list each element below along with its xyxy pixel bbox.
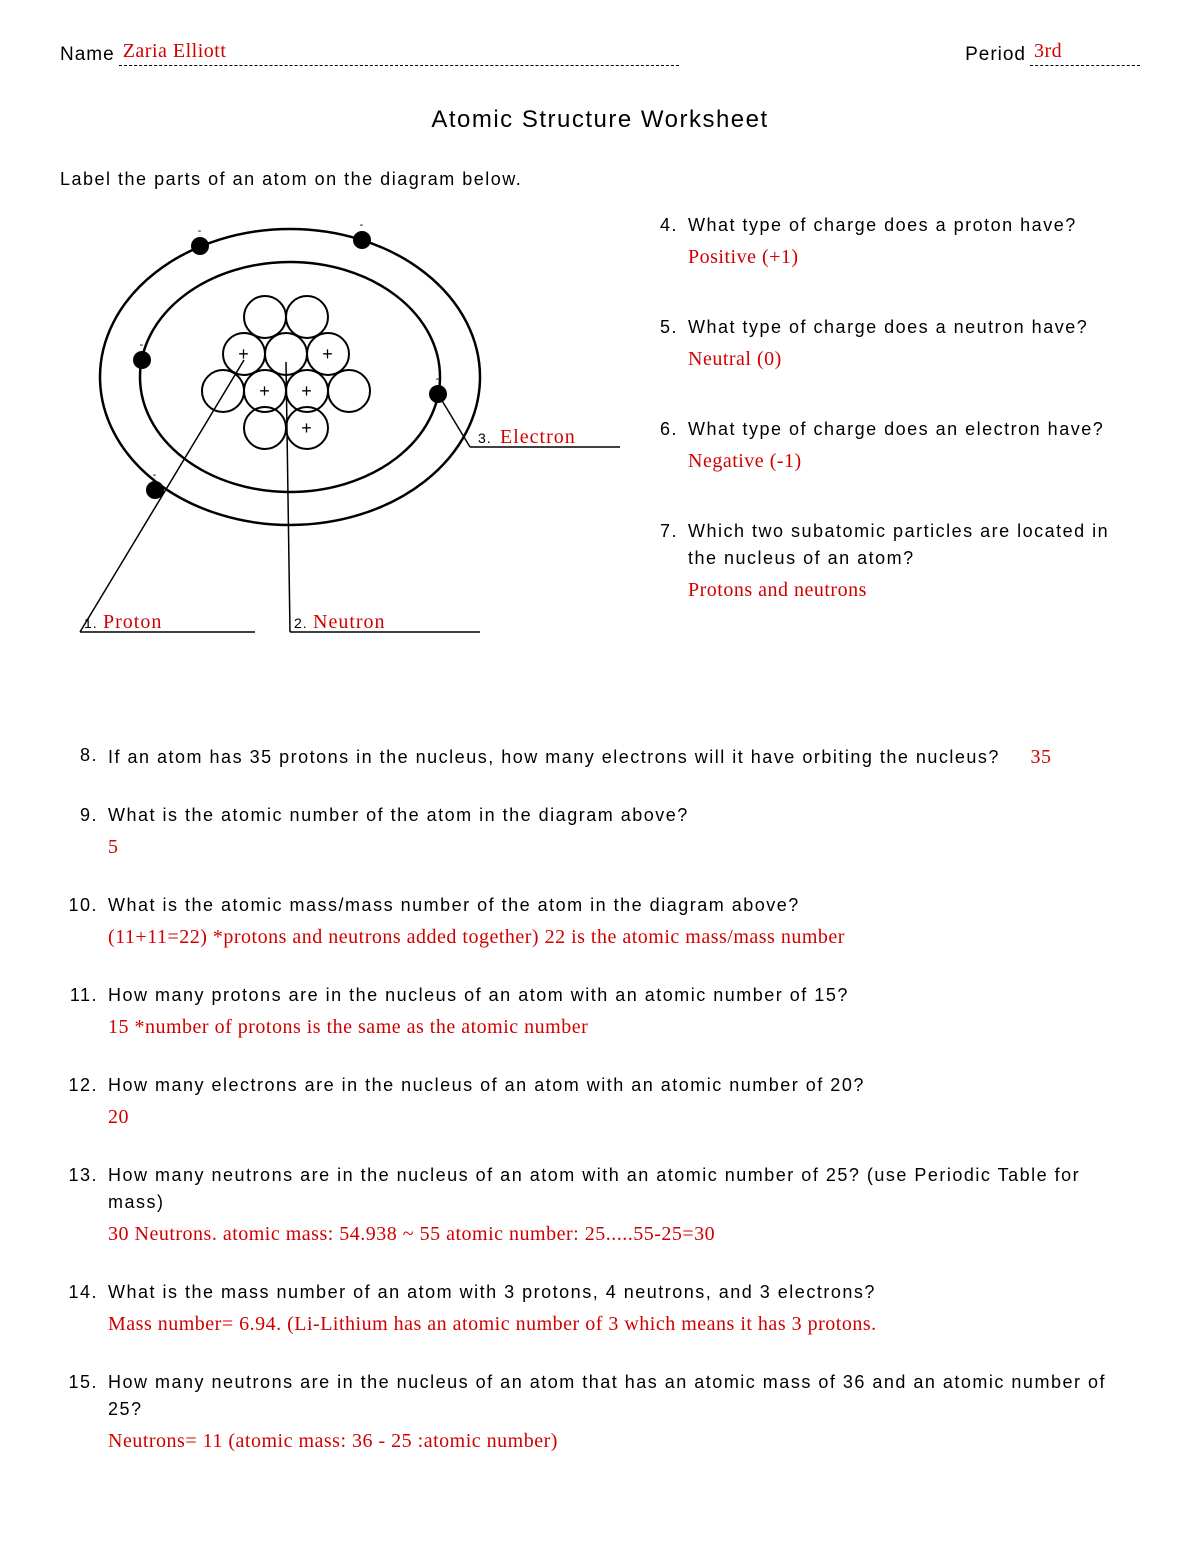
name-label: Name (60, 44, 115, 66)
q-answer: 35 (1030, 742, 1051, 772)
period-value-line: 3rd (1030, 40, 1140, 66)
q-num: 4. (650, 212, 688, 272)
svg-text:+: + (301, 418, 313, 438)
question-13: 13. How many neutrons are in the nucleus… (60, 1162, 1140, 1249)
q-num: 6. (650, 416, 688, 476)
svg-text:+: + (301, 381, 313, 401)
q-num: 13. (60, 1162, 108, 1249)
q-answer: Positive (+1) (688, 242, 1140, 272)
question-8: 8. If an atom has 35 protons in the nucl… (60, 742, 1140, 772)
q-text: What type of charge does a proton have? (688, 212, 1140, 239)
svg-text:-: - (153, 469, 158, 481)
q-answer: Mass number= 6.94. (Li-Lithium has an at… (108, 1309, 1140, 1339)
upper-section: - - - - - + + (60, 202, 1140, 687)
question-7: 7. Which two subatomic particles are loc… (650, 518, 1140, 605)
right-questions: 4. What type of charge does a proton hav… (650, 202, 1140, 687)
q-answer: (11+11=22) *protons and neutrons added t… (108, 922, 1140, 952)
q-answer: Neutral (0) (688, 344, 1140, 374)
svg-text:-: - (140, 339, 145, 351)
q-num: 15. (60, 1369, 108, 1456)
svg-text:-: - (198, 225, 203, 237)
q-text: What is the mass number of an atom with … (108, 1279, 1140, 1306)
q-text: How many neutrons are in the nucleus of … (108, 1162, 1140, 1216)
q-answer: Neutrons= 11 (atomic mass: 36 - 25 :atom… (108, 1426, 1140, 1456)
q-num: 14. (60, 1279, 108, 1339)
q-num: 8. (60, 742, 108, 772)
q-text: What type of charge does an electron hav… (688, 416, 1140, 443)
q-num: 7. (650, 518, 688, 605)
header-row: Name Zaria Elliott Period 3rd (60, 40, 1140, 66)
q-num: 9. (60, 802, 108, 862)
question-14: 14. What is the mass number of an atom w… (60, 1279, 1140, 1339)
q-answer: Protons and neutrons (688, 575, 1140, 605)
question-15: 15. How many neutrons are in the nucleus… (60, 1369, 1140, 1456)
period-value: 3rd (1034, 40, 1062, 62)
q-num: 12. (60, 1072, 108, 1132)
svg-text:-: - (436, 373, 441, 385)
label1-num: 1. (84, 615, 98, 631)
name-value: Zaria Elliott (123, 40, 227, 62)
q-answer: Negative (-1) (688, 446, 1140, 476)
q-num: 10. (60, 892, 108, 952)
q-answer: 15 *number of protons is the same as the… (108, 1012, 1140, 1042)
question-4: 4. What type of charge does a proton hav… (650, 212, 1140, 272)
worksheet-title: Atomic Structure Worksheet (60, 106, 1140, 134)
question-11: 11. How many protons are in the nucleus … (60, 982, 1140, 1042)
q-text: Which two subatomic particles are locate… (688, 518, 1140, 572)
q-text: What is the atomic number of the atom in… (108, 802, 1140, 829)
q-answer: 30 Neutrons. atomic mass: 54.938 ~ 55 at… (108, 1219, 1140, 1249)
svg-text:-: - (360, 219, 365, 231)
lower-questions: 8. If an atom has 35 protons in the nucl… (60, 742, 1140, 1456)
name-field-group: Name Zaria Elliott (60, 40, 679, 66)
period-label: Period (965, 44, 1026, 66)
label3-num: 3. (478, 430, 492, 446)
svg-text:+: + (322, 344, 334, 364)
atom-diagram-svg: - - - - - + + (60, 202, 620, 682)
label2-num: 2. (294, 615, 308, 631)
question-5: 5. What type of charge does a neutron ha… (650, 314, 1140, 374)
q-answer: 20 (108, 1102, 1140, 1132)
q-text: How many protons are in the nucleus of a… (108, 982, 1140, 1009)
q-text: How many neutrons are in the nucleus of … (108, 1369, 1140, 1423)
q-text: If an atom has 35 protons in the nucleus… (108, 747, 1000, 767)
q-text: How many electrons are in the nucleus of… (108, 1072, 1140, 1099)
question-6: 6. What type of charge does an electron … (650, 416, 1140, 476)
period-field-group: Period 3rd (965, 40, 1140, 66)
atom-diagram: - - - - - + + (60, 202, 620, 687)
q-answer: 5 (108, 832, 1140, 862)
q-num: 5. (650, 314, 688, 374)
question-12: 12. How many electrons are in the nucleu… (60, 1072, 1140, 1132)
label1-answer: Proton (103, 611, 162, 633)
q-text: What is the atomic mass/mass number of t… (108, 892, 1140, 919)
q-num: 11. (60, 982, 108, 1042)
instruction-text: Label the parts of an atom on the diagra… (60, 169, 1140, 190)
svg-text:+: + (259, 381, 271, 401)
label2-answer: Neutron (313, 611, 386, 633)
label3-answer: Electron (500, 426, 576, 448)
question-9: 9. What is the atomic number of the atom… (60, 802, 1140, 862)
name-value-line: Zaria Elliott (119, 40, 679, 66)
q-text: What type of charge does a neutron have? (688, 314, 1140, 341)
question-10: 10. What is the atomic mass/mass number … (60, 892, 1140, 952)
